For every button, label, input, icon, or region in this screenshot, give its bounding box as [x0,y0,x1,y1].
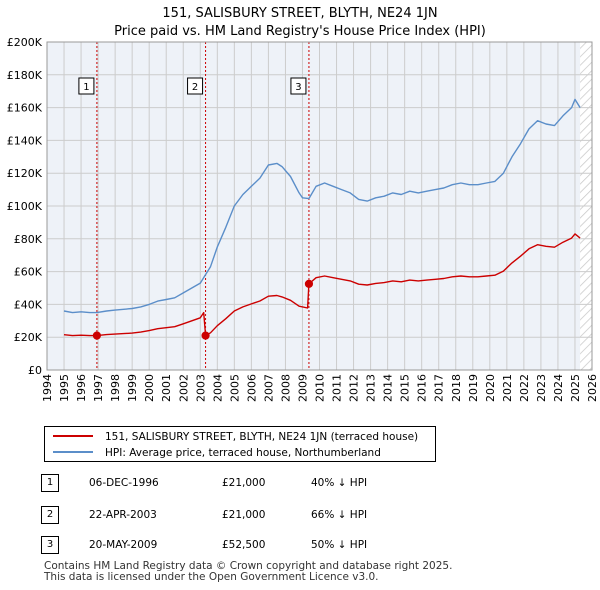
x-tick-label: 2001 [160,374,173,402]
y-tick-label: £80K [14,233,43,246]
sale-label-box [78,77,95,95]
y-tick-label: £200K [7,36,43,49]
x-tick-label: 2000 [143,374,156,402]
legend-item-property: 151, SALISBURY STREET, BLYTH, NE24 1JN (… [53,429,418,445]
transaction-number: 2 [41,506,59,524]
footer-licence: This data is licensed under the Open Gov… [44,571,379,583]
x-tick-label: 2015 [399,374,412,402]
sale-label-box [290,77,307,95]
legend-item-hpi: HPI: Average price, terraced house, Nort… [53,445,381,461]
price-chart: 1 2 3 £0 £20K £40K £60K £80K £100K £120K £140K £160… [7,36,599,402]
sale-point [201,331,210,340]
y-tick-label: £120K [7,167,43,180]
x-tick-label: 2017 [433,374,446,402]
transaction-price: £52,500 [222,539,266,551]
legend-swatch-hpi [53,451,93,453]
plot-border [46,41,593,371]
legend-swatch-property [53,435,93,437]
y-tick-label: £160K [7,102,43,115]
x-tick-label: 2003 [194,374,207,402]
x-tick-label: 2024 [552,374,565,402]
chart-title: 151, SALISBURY STREET, BLYTH, NE24 1JN [162,6,438,21]
x-tick-label: 2026 [586,374,599,402]
sale-label-text: 3 [295,82,301,93]
x-tick-label: 2011 [331,374,344,402]
x-tick-label: 1996 [75,374,88,402]
sale-label: 1 [78,77,95,95]
y-tick-label: £100K [7,200,43,213]
sale-label-text: 1 [83,82,89,93]
transaction-hpi: 40% ↓ HPI [311,477,368,489]
y-tick-label: £40K [14,298,43,311]
y-tick-label: £60K [14,266,43,279]
x-tick-label: 1995 [58,374,71,402]
x-tick-label: 1994 [41,374,54,402]
sale-point [304,279,314,288]
transaction-row: 1 06-DEC-1996 £21,000 40% ↓ HPI [0,469,600,499]
x-tick-label: 2012 [348,374,361,402]
transaction-row: 3 20-MAY-2009 £52,500 50% ↓ HPI [0,531,600,561]
transaction-hpi: 66% ↓ HPI [311,509,368,521]
x-tick-label: 1997 [92,374,105,402]
x-tick-label: 2018 [450,374,463,402]
transaction-price: £21,000 [222,477,266,489]
x-tick-label: 2019 [467,374,480,402]
chart-subtitle: Price paid vs. HM Land Registry's House … [114,24,486,39]
y-tick-label: £0 [28,364,42,377]
x-tick-label: 2009 [296,374,309,402]
x-tick-label: 2002 [177,374,190,402]
sale-label: 2 [187,77,204,95]
y-tick-label: £180K [7,69,43,82]
footer-copyright: Contains HM Land Registry data © Crown c… [44,560,453,572]
transaction-row: 2 22-APR-2003 £21,000 66% ↓ HPI [0,501,600,531]
x-tick-label: 2021 [501,374,514,402]
series-line-property [63,233,581,337]
x-tick-label: 2020 [484,374,497,402]
transaction-price: £21,000 [222,509,266,521]
x-tick-label: 2006 [245,374,258,402]
sale-point [92,331,102,340]
x-tick-label: 2014 [382,374,395,402]
x-tick-label: 1998 [109,374,122,402]
sale-label: 3 [290,77,307,95]
legend-label-property: 151, SALISBURY STREET, BLYTH, NE24 1JN (… [105,431,419,443]
x-tick-label: 2010 [314,374,327,402]
x-tick-label: 2025 [569,374,582,402]
legend-label-hpi: HPI: Average price, terraced house, Nort… [105,447,381,459]
legend: 151, SALISBURY STREET, BLYTH, NE24 1JN (… [44,426,436,462]
x-tick-label: 2022 [518,374,531,402]
transaction-number: 3 [41,536,59,554]
transaction-number: 1 [41,474,59,492]
x-tick-label: 2007 [262,374,275,402]
transaction-date: 22-APR-2003 [89,509,157,521]
x-tick-label: 2004 [211,374,224,402]
footer: Contains HM Land Registry data © Crown c… [44,561,452,583]
transaction-date: 20-MAY-2009 [89,539,158,551]
series-line-hpi [63,98,581,314]
sale-label-text: 2 [192,82,198,93]
x-tick-label: 2023 [535,374,548,402]
y-tick-label: £140K [7,134,43,147]
transaction-hpi: 50% ↓ HPI [311,539,368,551]
x-tick-label: 2008 [279,374,292,402]
sale-label-box [187,77,204,95]
transaction-date: 06-DEC-1996 [89,477,159,489]
x-tick-label: 2005 [228,374,241,402]
x-tick-label: 2013 [365,374,378,402]
x-tick-label: 2016 [416,374,429,402]
x-tick-label: 1999 [126,374,139,402]
y-tick-label: £20K [14,331,43,344]
